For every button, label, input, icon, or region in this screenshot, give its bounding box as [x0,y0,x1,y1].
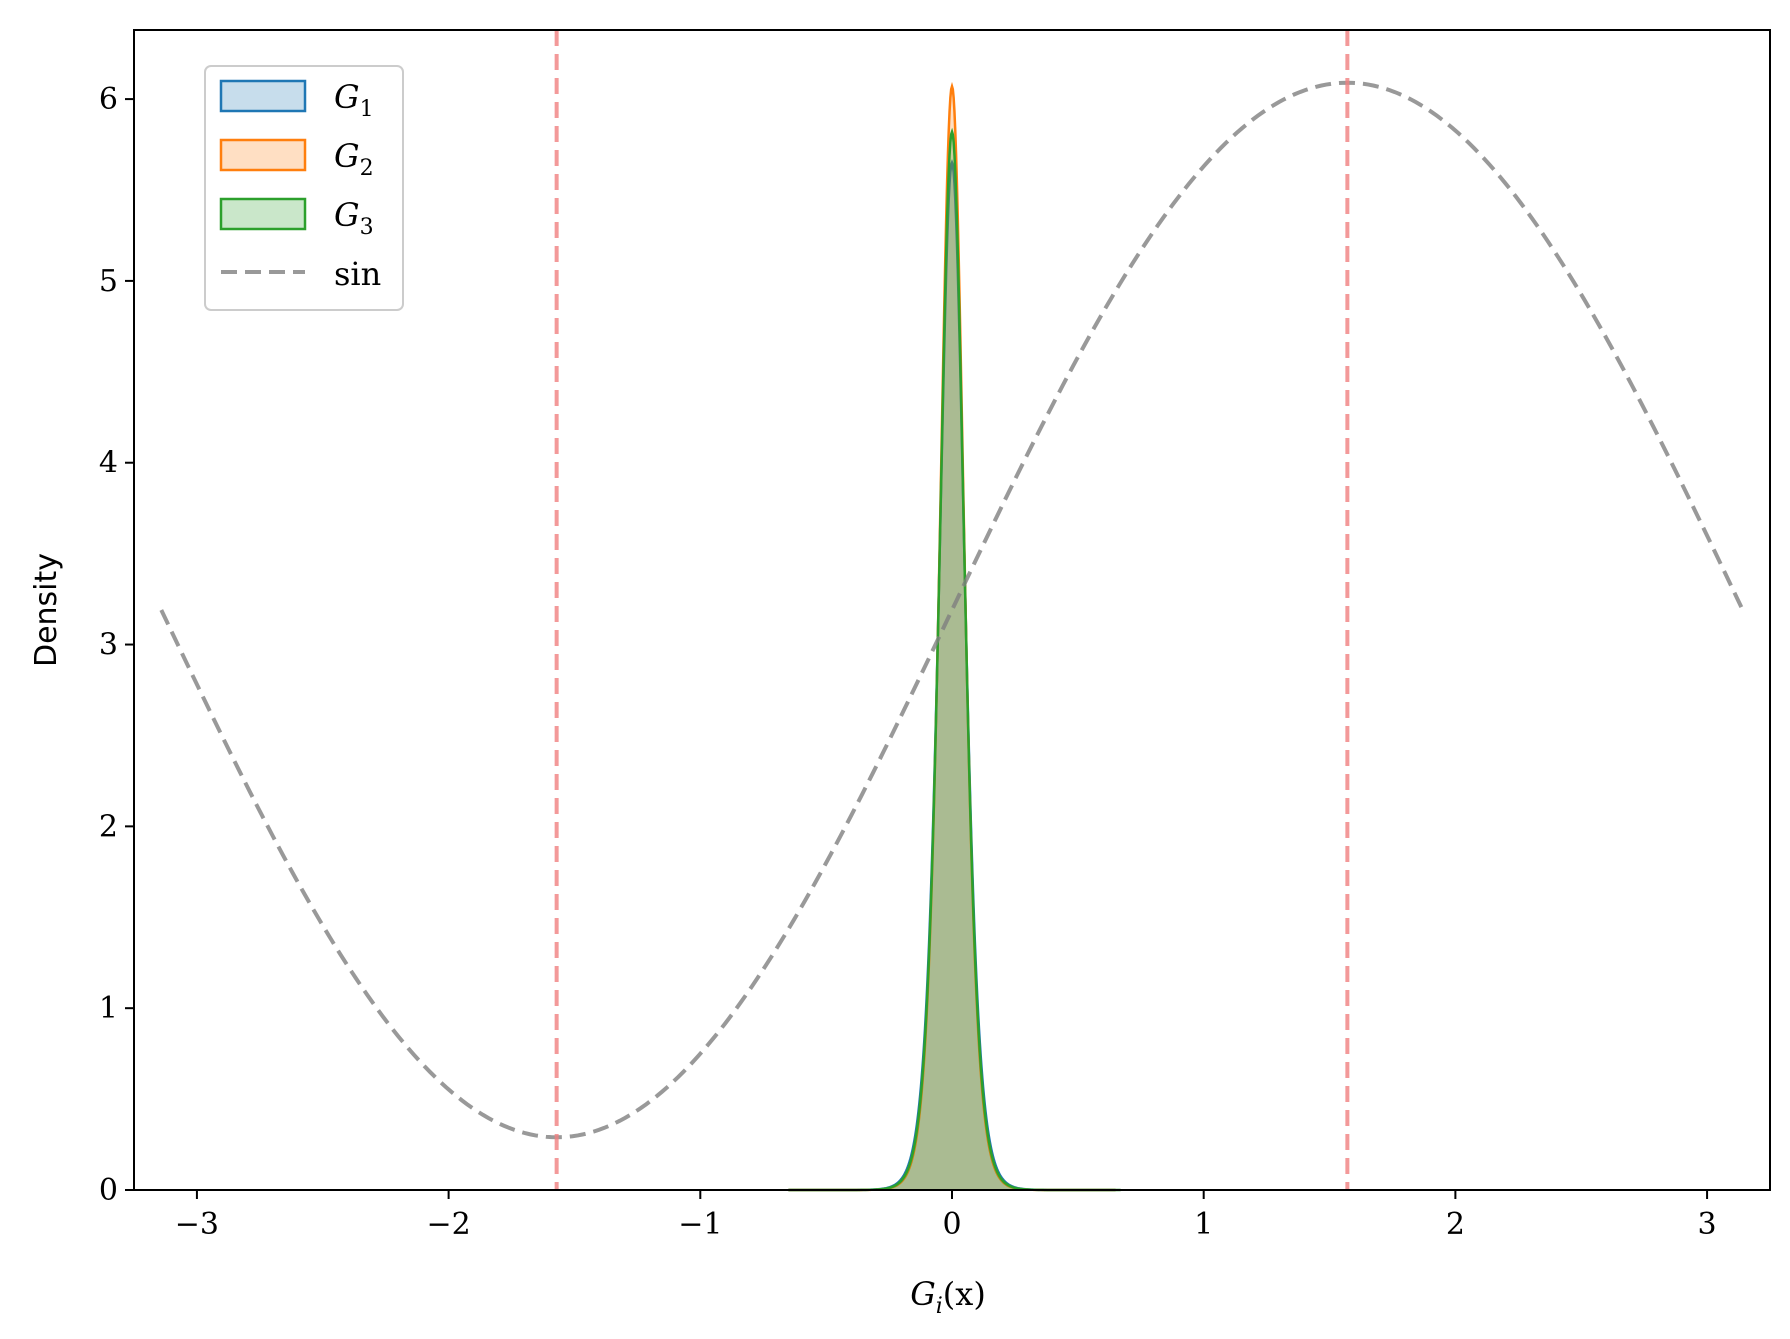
x-tick-label: −2 [426,1207,470,1242]
x-axis: −3 −2 −1 0 1 2 3 [175,1190,1717,1242]
legend-label-sin: sin [334,255,381,293]
x-tick-label: 2 [1446,1207,1465,1242]
x-tick-label: 1 [1194,1207,1213,1242]
y-axis: 0 1 2 3 4 5 6 [99,82,134,1208]
y-tick-label: 5 [99,264,118,299]
density-area-g2 [788,86,1116,1191]
x-axis-label-tail: (x) [943,1275,986,1313]
density-area-g3 [788,131,1121,1190]
x-axis-label: Gi(x) [910,1275,986,1319]
legend-label-g2: G2 [334,137,374,181]
density-area-g1 [788,162,1116,1191]
x-tick-label: 3 [1698,1207,1717,1242]
y-axis-label: Density [29,553,64,667]
y-tick-label: 3 [99,628,118,663]
legend-label-g3: G3 [334,196,374,240]
legend-label-g1-main: G [334,78,360,116]
y-tick-label: 1 [99,991,118,1026]
y-tick-label: 0 [99,1173,118,1208]
legend-label-g2-sub: 2 [360,156,374,181]
legend-box [204,65,404,311]
x-axis-label-main: G [910,1275,936,1313]
legend: G1 G2 G3 sin [204,65,404,311]
legend-label-g2-main: G [334,137,360,175]
legend-label-g1: G1 [334,78,374,122]
x-tick-label: −3 [175,1207,219,1242]
legend-label-g3-sub: 3 [360,215,374,240]
x-axis-label-sub: i [936,1294,943,1319]
legend-swatch-g3 [219,197,307,231]
sin-curve [159,80,1745,1140]
y-tick-label: 2 [99,809,118,844]
legend-swatch-g1 [219,79,307,113]
legend-swatch-g2 [219,138,307,172]
legend-label-g3-main: G [334,196,360,234]
legend-label-g1-sub: 1 [360,97,374,122]
x-tick-label: 0 [942,1207,961,1242]
y-tick-label: 6 [99,82,118,117]
y-tick-label: 4 [99,446,118,481]
x-tick-label: −1 [678,1207,722,1242]
